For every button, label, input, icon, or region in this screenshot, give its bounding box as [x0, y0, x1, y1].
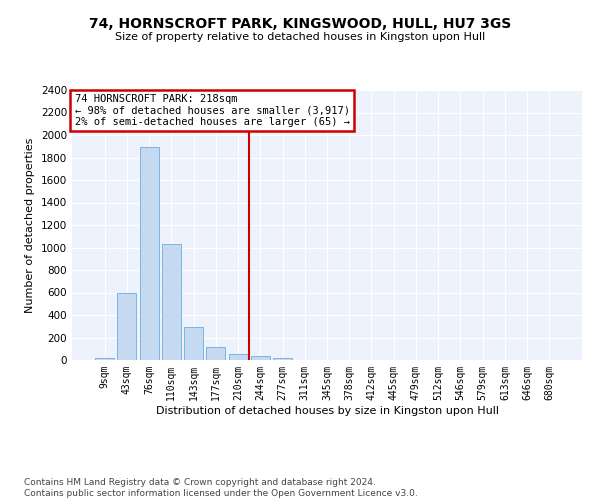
Bar: [95, 358, 114, 360]
Bar: [140, 148, 158, 360]
Text: 74, HORNSCROFT PARK, KINGSWOOD, HULL, HU7 3GS: 74, HORNSCROFT PARK, KINGSWOOD, HULL, HU…: [89, 18, 511, 32]
Bar: [251, 356, 270, 360]
Y-axis label: Number of detached properties: Number of detached properties: [25, 138, 35, 312]
Bar: [273, 358, 292, 360]
X-axis label: Distribution of detached houses by size in Kingston upon Hull: Distribution of detached houses by size …: [155, 406, 499, 415]
Bar: [206, 346, 225, 360]
Bar: [229, 354, 248, 360]
Text: Size of property relative to detached houses in Kingston upon Hull: Size of property relative to detached ho…: [115, 32, 485, 42]
Bar: [118, 292, 136, 360]
Bar: [162, 244, 181, 360]
Text: 74 HORNSCROFT PARK: 218sqm
← 98% of detached houses are smaller (3,917)
2% of se: 74 HORNSCROFT PARK: 218sqm ← 98% of deta…: [74, 94, 350, 127]
Bar: [184, 328, 203, 360]
Text: Contains HM Land Registry data © Crown copyright and database right 2024.
Contai: Contains HM Land Registry data © Crown c…: [24, 478, 418, 498]
